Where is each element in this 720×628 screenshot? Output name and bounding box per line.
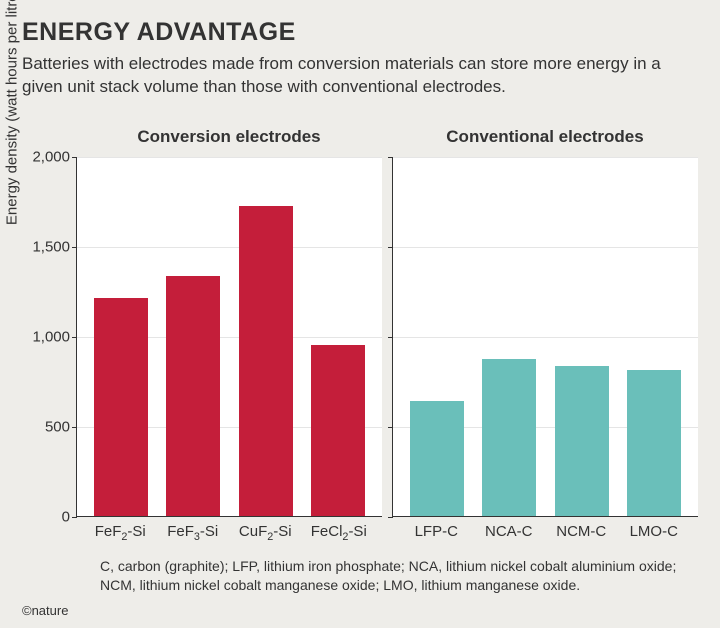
chart-panels: Conversion electrodes FeF2-Si FeF3-Si CuF2-… — [76, 127, 698, 543]
figure-credit: ©nature — [22, 603, 698, 618]
bar — [239, 206, 293, 516]
x-label: NCM-C — [554, 523, 608, 540]
y-tick-label: 0 — [62, 508, 70, 525]
figure-container: ENERGY ADVANTAGE Batteries with electrod… — [0, 0, 720, 628]
y-tick-label: 1,000 — [32, 328, 70, 345]
x-label: NCA-C — [482, 523, 536, 540]
y-tick-label: 1,500 — [32, 238, 70, 255]
y-axis-ticks: 05001,0001,5002,000 — [22, 127, 76, 517]
x-label: FeCl2-Si — [311, 523, 365, 543]
plot-area — [76, 157, 382, 517]
chart-area: Energy density (watt hours per litre) 05… — [22, 127, 698, 543]
bar — [555, 366, 609, 515]
panel-title: Conversion electrodes — [76, 127, 382, 149]
x-labels: FeF2-Si FeF3-Si CuF2-Si FeCl2-Si — [76, 517, 382, 543]
bar — [311, 345, 365, 516]
x-labels: LFP-C NCA-C NCM-C LMO-C — [392, 517, 698, 540]
bar — [482, 359, 536, 516]
bar — [627, 370, 681, 516]
x-label: LMO-C — [627, 523, 681, 540]
x-label: LFP-C — [409, 523, 463, 540]
bars-wrap — [77, 157, 382, 516]
figure-footnote: C, carbon (graphite); LFP, lithium iron … — [22, 557, 698, 595]
bar — [94, 298, 148, 516]
panel-title: Conventional electrodes — [392, 127, 698, 149]
y-tick-label: 500 — [45, 418, 70, 435]
bar — [166, 276, 220, 515]
x-label: FeF2-Si — [93, 523, 147, 543]
x-label: FeF3-Si — [166, 523, 220, 543]
figure-title: ENERGY ADVANTAGE — [22, 18, 698, 47]
plot-area — [392, 157, 698, 517]
chart-panel: Conversion electrodes FeF2-Si FeF3-Si CuF2-… — [76, 127, 382, 543]
y-axis-label: Energy density (watt hours per litre) — [4, 0, 21, 225]
chart-panel: Conventional electrodes LFP-C NCA-C NCM-C LM… — [392, 127, 698, 543]
y-tickmark — [388, 517, 393, 518]
bar — [410, 401, 464, 516]
x-label: CuF2-Si — [238, 523, 292, 543]
y-tickmark — [72, 517, 77, 518]
bars-wrap — [393, 157, 698, 516]
figure-subtitle: Batteries with electrodes made from conv… — [22, 53, 698, 99]
y-tick-label: 2,000 — [32, 148, 70, 165]
